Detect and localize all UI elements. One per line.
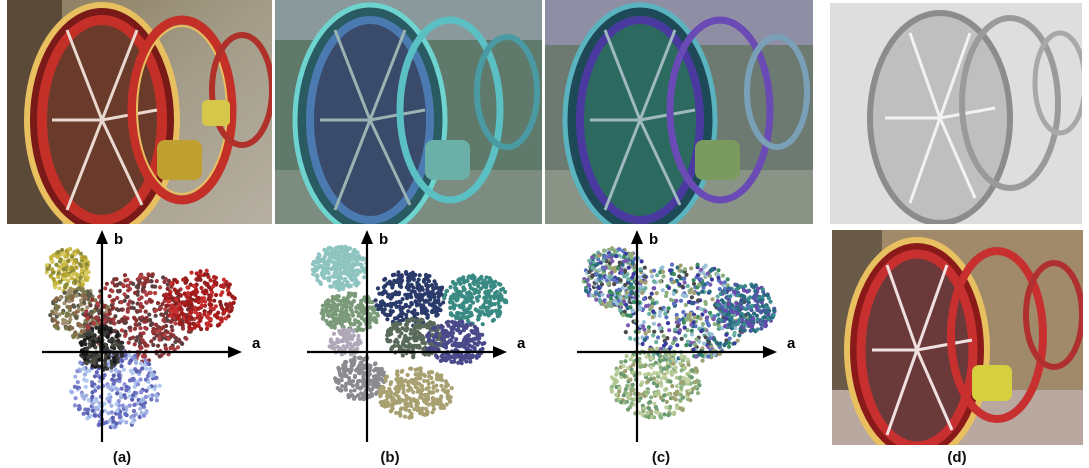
caption-a: (a) xyxy=(112,449,132,466)
photo-mosaic xyxy=(545,0,813,224)
scatter-c-axis-b-label: b xyxy=(649,231,658,248)
photo-original xyxy=(7,0,272,224)
scatter-c: ab xyxy=(577,230,796,442)
scatter-b-axis-b-label: b xyxy=(379,231,388,248)
caption-c: (c) xyxy=(651,449,671,466)
caption-d: (d) xyxy=(947,449,967,466)
scatter-a-axis-a-label: a xyxy=(252,335,261,352)
scatter-b: ab xyxy=(307,230,526,442)
caption-b: (b) xyxy=(380,449,400,466)
scatter-b-axis-a-label: a xyxy=(517,335,526,352)
photo-quantized-teal xyxy=(275,0,542,224)
photo-grayscale xyxy=(830,3,1082,224)
scatter-a: ab xyxy=(42,230,261,442)
scatter-a-axes: ab xyxy=(42,230,261,442)
photo-recoloured xyxy=(832,230,1083,445)
scatter-b-axes: ab xyxy=(307,230,526,442)
scatter-a-axis-b-label: b xyxy=(114,231,123,248)
scatter-c-axis-a-label: a xyxy=(787,335,796,352)
scatter-c-axes: ab xyxy=(577,230,796,442)
